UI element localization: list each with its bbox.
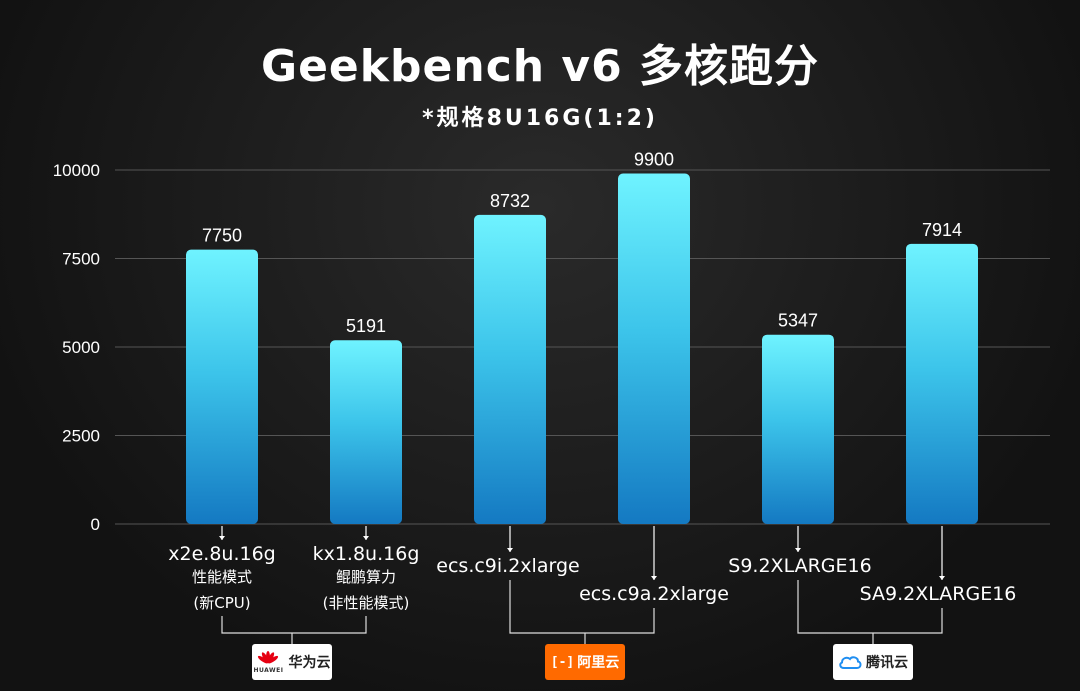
aliyun-logo-text: 阿里云 — [577, 655, 620, 671]
bar-6 — [906, 243, 978, 524]
y-tick-label: 2500 — [62, 427, 100, 446]
y-axis-ticks: 0 2500 5000 7500 10000 — [53, 161, 100, 534]
x-category-label: kx1.8u.16g — [313, 543, 420, 565]
label-pointer-arrow — [507, 548, 513, 552]
x-category-label: SA9.2XLARGE16 — [860, 583, 1017, 605]
y-tick-label: 10000 — [53, 161, 100, 180]
aliyun-logo: [-] 阿里云 — [545, 644, 625, 680]
group-brackets — [221, 580, 943, 644]
group-bracket — [221, 616, 367, 634]
bar-1 — [186, 249, 258, 524]
grid-lines — [115, 169, 1050, 525]
bar-3 — [474, 214, 546, 524]
x-category-label: ecs.c9a.2xlarge — [579, 583, 729, 605]
chart-title: Geekbench v6 多核跑分 — [260, 41, 820, 92]
data-label: 5191 — [346, 316, 386, 336]
x-category-sublabel: (非性能模式) — [323, 594, 410, 612]
bars — [186, 173, 978, 525]
bar-4 — [618, 173, 690, 525]
y-tick-label: 7500 — [62, 250, 100, 269]
huawei-flower-icon — [258, 651, 279, 664]
y-tick-label: 0 — [91, 515, 100, 534]
label-pointer-arrow — [219, 536, 225, 540]
label-pointer-arrow — [939, 576, 945, 580]
data-label: 7750 — [202, 226, 242, 246]
x-category-label: ecs.c9i.2xlarge — [436, 555, 579, 577]
x-category-label: S9.2XLARGE16 — [728, 555, 871, 577]
chart-subtitle: *规格8U16G(1:2) — [422, 106, 658, 131]
group-bracket — [797, 580, 943, 634]
data-label: 7914 — [922, 220, 962, 240]
group-bracket — [509, 580, 655, 634]
x-axis-labels: x2e.8u.16g 性能模式 (新CPU) kx1.8u.16g 鲲鹏算力 (非性能模式… — [168, 526, 1016, 612]
x-category-label: x2e.8u.16g — [168, 543, 275, 565]
x-category-sublabel: (新CPU) — [193, 594, 250, 612]
huawei-logo-text: 华为云 — [288, 655, 331, 671]
bar-5 — [762, 334, 834, 524]
bar-2 — [330, 340, 402, 524]
label-pointer-arrow — [363, 536, 369, 540]
huawei-cloud-logo: HUAWEI 华为云 — [252, 644, 332, 680]
data-labels: 7750 5191 8732 9900 5347 7914 — [202, 150, 962, 337]
label-pointer-arrow — [651, 576, 657, 580]
data-label: 9900 — [634, 150, 674, 170]
label-pointer-arrow — [795, 548, 801, 552]
tencent-cloud-icon — [839, 656, 862, 669]
data-label: 8732 — [490, 191, 530, 211]
data-label: 5347 — [778, 311, 818, 331]
x-category-sublabel: 鲲鹏算力 — [336, 568, 396, 586]
aliyun-bracket-icon: [-] — [550, 654, 575, 670]
huawei-logo-sub: HUAWEI — [253, 667, 284, 674]
x-category-sublabel: 性能模式 — [192, 568, 252, 586]
tencent-logo-text: 腾讯云 — [866, 655, 908, 671]
y-tick-label: 5000 — [62, 338, 100, 357]
tencent-cloud-logo: 腾讯云 — [833, 644, 913, 680]
